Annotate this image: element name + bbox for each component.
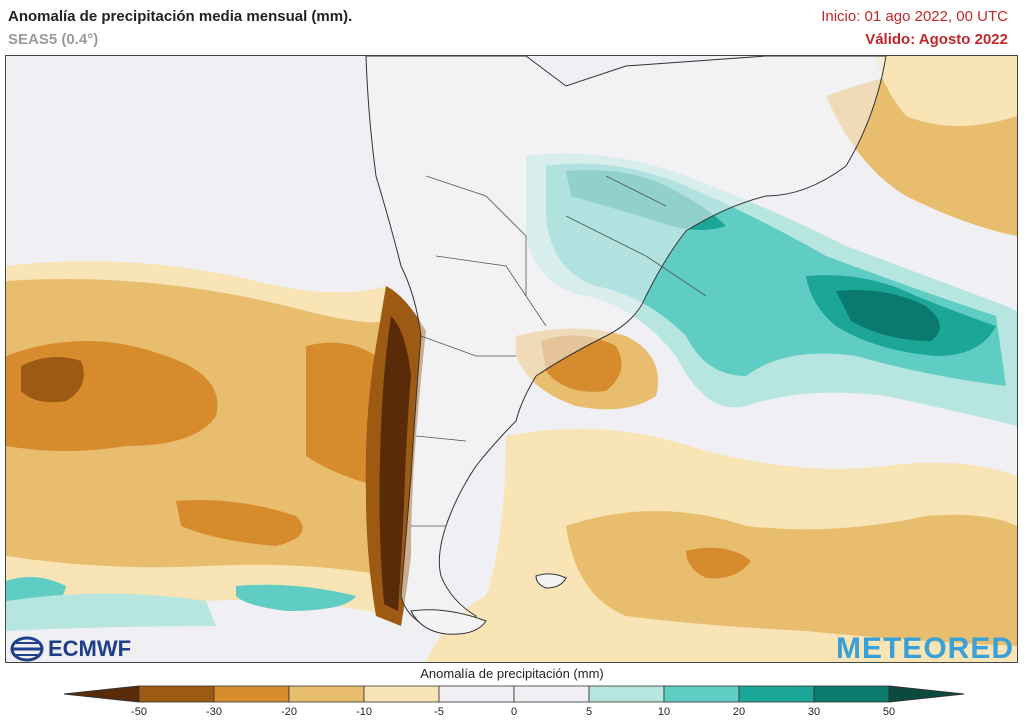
legend-tick-label: -10 [356, 706, 372, 718]
south-pacific-light-wet [6, 593, 216, 631]
legend-tick-label: 50 [882, 706, 896, 718]
legend-segment [663, 685, 740, 703]
legend-tick-label: 5 [585, 706, 593, 718]
pacific-dry-peak [21, 357, 84, 403]
legend-tick-label: 0 [510, 706, 518, 718]
legend-segment [138, 685, 215, 703]
atlantic-dry-band [566, 511, 1017, 646]
falkland-islands [535, 573, 567, 589]
legend-tick-label: -5 [434, 706, 444, 718]
legend-tick-label: -50 [131, 706, 147, 718]
legend-segment [213, 685, 290, 703]
legend-title: Anomalía de precipitación (mm) [420, 666, 604, 681]
map-title: Anomalía de precipitación media mensual … [8, 8, 353, 25]
model-subtitle: SEAS5 (0.4°) [8, 31, 99, 48]
legend-arrow-low [64, 685, 140, 703]
brazil-coast-light-dry [876, 56, 1017, 126]
country-borders [411, 175, 707, 527]
legend-segment [513, 685, 590, 703]
valid-date: Válido: Agosto 2022 [865, 31, 1008, 48]
legend-tick-label: 20 [732, 706, 746, 718]
legend-segment [813, 685, 890, 703]
meteored-logo: METEORED [835, 632, 1014, 665]
legend-segment [288, 685, 365, 703]
pacific-dry-core-south [176, 500, 303, 546]
ecmwf-logo: ECMWF [10, 636, 131, 662]
atlantic-dry-spot [686, 547, 751, 579]
legend-segment [738, 685, 815, 703]
legend-colorbar [64, 685, 965, 703]
legend-segment [438, 685, 515, 703]
ecmwf-globe-icon [10, 636, 44, 662]
tierra-del-fuego [410, 609, 487, 635]
legend-arrow-high [888, 685, 965, 703]
chile-coast-very-dry [379, 316, 411, 611]
legend-tick-label: 30 [807, 706, 821, 718]
ecmwf-logo-text: ECMWF [48, 636, 132, 661]
legend-segment [588, 685, 665, 703]
legend-tick-label: -30 [206, 706, 222, 718]
legend-tick-label: -20 [281, 706, 297, 718]
south-america-landmass [365, 56, 887, 628]
south-atlantic-wet-peak [836, 290, 940, 341]
init-date: Inicio: 01 ago 2022, 00 UTC [821, 8, 1008, 25]
pacific-dry-core-coast [306, 342, 378, 486]
precipitation-anomaly-map [5, 55, 1018, 663]
legend-tick-label: 10 [657, 706, 671, 718]
south-pacific-wet-patch-2 [236, 584, 356, 611]
map-canvas [6, 56, 1017, 662]
legend-segment [363, 685, 440, 703]
